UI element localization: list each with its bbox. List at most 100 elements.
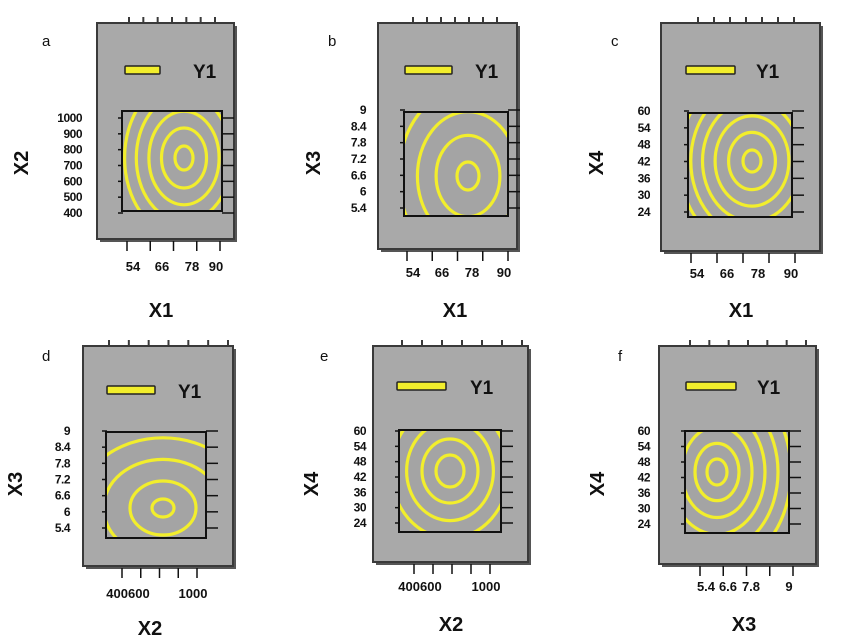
- x-tick-label: 66: [720, 266, 734, 281]
- y-tick-label: 60: [638, 424, 651, 438]
- x-tick-label: 54: [126, 259, 141, 274]
- y-tick-label: 5.4: [351, 201, 367, 215]
- contour-line: [128, 479, 198, 537]
- y-axis-title: X4: [586, 150, 608, 175]
- panel-letter: e: [320, 348, 328, 365]
- panel-letter: d: [42, 348, 50, 365]
- panel-letter: a: [42, 33, 51, 50]
- x-axis-title: X2: [439, 614, 463, 636]
- y-tick-label: 60: [638, 104, 651, 118]
- y-tick-label: 9: [64, 424, 71, 438]
- y-tick-label: 7.2: [351, 152, 367, 166]
- legend-swatch: [106, 385, 156, 395]
- x-axis-title: X1: [149, 300, 173, 322]
- y-tick-label: 24: [638, 205, 651, 219]
- y-axis-title: X4: [301, 471, 323, 496]
- legend-swatch: [124, 65, 161, 75]
- y-tick-label: 48: [354, 455, 367, 469]
- plot-border: [398, 429, 502, 533]
- legend-label: Y1: [757, 378, 781, 399]
- x-tick-label: 5.4: [697, 579, 716, 594]
- y-tick-label: 30: [638, 502, 651, 516]
- contour-line: [741, 148, 763, 174]
- plot-border: [687, 112, 793, 218]
- x-axis-title: X3: [732, 614, 756, 636]
- contour-line: [434, 133, 502, 216]
- x-tick-label: 78: [185, 259, 199, 274]
- contour-line: [405, 430, 495, 523]
- y-tick-label: 36: [354, 485, 367, 499]
- contour-line: [123, 111, 142, 211]
- y-tick-label: 48: [638, 455, 651, 469]
- legend-label: Y1: [475, 62, 499, 83]
- y-tick-label: 42: [638, 155, 651, 169]
- x-tick-label: 54: [406, 265, 421, 280]
- y-tick-label: 6.6: [55, 489, 71, 503]
- contour-line: [434, 453, 466, 489]
- contour-line: [685, 431, 767, 533]
- y-tick-label: 8.4: [351, 119, 367, 133]
- contour-lines: [123, 111, 222, 211]
- legend-label: Y1: [756, 62, 780, 83]
- y-tick-label: 500: [63, 190, 82, 204]
- contour-line: [415, 112, 508, 216]
- legend-swatch: [396, 381, 447, 391]
- contour-lines: [688, 113, 792, 217]
- x-tick-label: 90: [497, 265, 511, 280]
- contour-lines: [404, 112, 508, 216]
- y-tick-label: 400: [63, 206, 82, 220]
- contour-line: [106, 457, 206, 538]
- y-axis-title: X3: [5, 472, 27, 496]
- contour-line: [705, 457, 729, 487]
- panel-b: b Y1 9 8.4 7.8 7.2 6.6 6 5.4 54 66 78 90 X1 X3: [303, 17, 520, 322]
- y-tick-label: 42: [638, 471, 651, 485]
- plot-border: [403, 111, 509, 217]
- legend-swatch: [685, 65, 736, 75]
- y-tick-label: 6: [64, 505, 71, 519]
- y-tick-label: 8.4: [55, 440, 71, 454]
- y-tick-label: 1000: [57, 111, 83, 125]
- contour-line: [173, 144, 195, 172]
- legend-label: Y1: [193, 62, 217, 83]
- y-tick-label: 54: [354, 439, 367, 453]
- y-axis-title: X3: [303, 151, 325, 175]
- x-tick-label: 90: [209, 259, 223, 274]
- x-axis-title: X1: [729, 300, 753, 322]
- contour-line: [455, 160, 481, 192]
- y-tick-label: 42: [354, 470, 367, 484]
- y-tick-label: 24: [638, 517, 651, 531]
- x-tick-label: 9: [785, 579, 792, 594]
- contour-lines: [399, 430, 501, 532]
- panel-letter: f: [618, 348, 623, 365]
- contour-line: [106, 436, 206, 458]
- y-tick-label: 600: [63, 174, 82, 188]
- y-tick-label: 30: [638, 188, 651, 202]
- x-tick-label: 400600: [106, 586, 149, 601]
- y-tick-label: 7.8: [55, 456, 71, 470]
- contour-line: [685, 431, 754, 520]
- panel-c: c Y1 60 54 48 42 36 30 24 54 66 78 90 X1 X4: [586, 17, 823, 322]
- legend-label: Y1: [178, 382, 202, 403]
- plot-border: [684, 430, 790, 534]
- x-tick-label: 400600: [398, 579, 441, 594]
- panel-d: d Y1 9 8.4 7.8 7.2 6.6 6 5.4 400600 1000 X2 X3: [5, 340, 236, 640]
- x-tick-label: 54: [690, 266, 705, 281]
- y-tick-label: 7.2: [55, 473, 71, 487]
- x-tick-label: 6.6: [719, 579, 737, 594]
- contour-lines: [685, 431, 789, 533]
- x-axis-title: X1: [443, 300, 467, 322]
- legend-label: Y1: [470, 378, 494, 399]
- contour-line: [134, 111, 222, 211]
- y-tick-label: 700: [63, 159, 82, 173]
- plot-area: [106, 432, 206, 538]
- contour-line: [693, 441, 741, 503]
- y-tick-label: 24: [354, 516, 367, 530]
- contour-line: [726, 130, 777, 192]
- x-axis-title: X2: [138, 618, 162, 640]
- contour-lines: [106, 436, 206, 538]
- x-tick-label: 1000: [472, 579, 501, 594]
- x-tick-label: 78: [465, 265, 479, 280]
